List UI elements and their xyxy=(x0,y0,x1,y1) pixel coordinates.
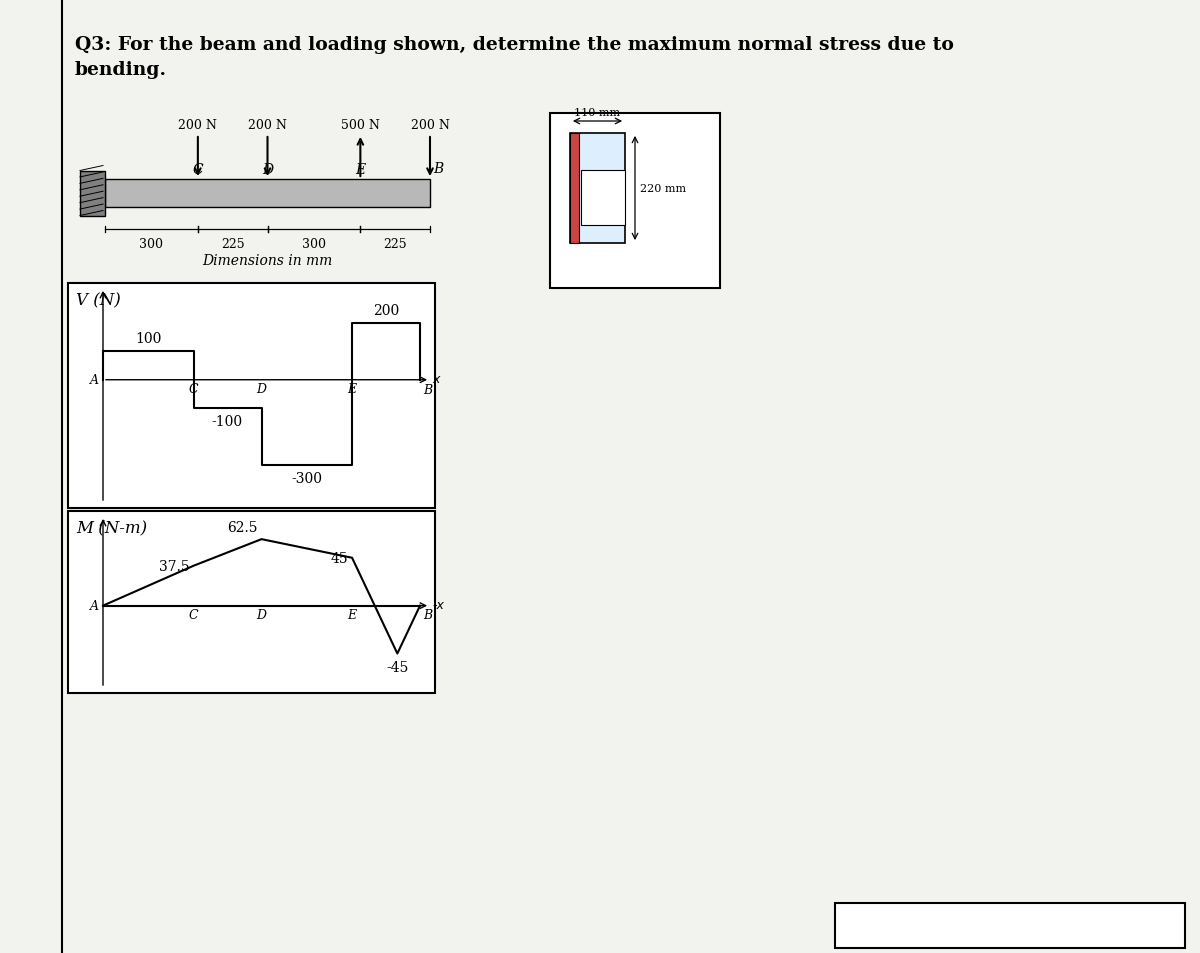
Text: 200 N: 200 N xyxy=(410,119,450,132)
Bar xyxy=(550,113,720,289)
Bar xyxy=(68,284,436,509)
Text: 200 N: 200 N xyxy=(248,119,287,132)
Text: 45: 45 xyxy=(330,551,348,565)
Text: C: C xyxy=(188,608,198,621)
Text: 300: 300 xyxy=(139,237,163,251)
Bar xyxy=(68,512,436,693)
Text: 220 mm: 220 mm xyxy=(640,184,686,193)
Text: -100: -100 xyxy=(212,415,242,429)
Text: 225: 225 xyxy=(221,237,245,251)
Text: D: D xyxy=(257,382,266,395)
Bar xyxy=(106,180,430,208)
Text: 62.5: 62.5 xyxy=(227,520,258,535)
Text: 37.5: 37.5 xyxy=(158,559,190,573)
Text: B: B xyxy=(424,608,432,621)
Text: D: D xyxy=(262,163,274,177)
Text: -300: -300 xyxy=(292,472,323,486)
Text: Q3: For the beam and loading shown, determine the maximum normal stress due to: Q3: For the beam and loading shown, dete… xyxy=(74,36,954,54)
Text: x: x xyxy=(432,373,439,386)
Bar xyxy=(570,133,625,244)
Text: E: E xyxy=(355,163,366,177)
Text: B: B xyxy=(433,162,443,175)
Bar xyxy=(80,172,106,216)
Text: 200: 200 xyxy=(373,303,400,317)
Text: A: A xyxy=(90,599,98,613)
Text: 110 mm: 110 mm xyxy=(575,108,620,118)
Text: B: B xyxy=(424,383,432,396)
Text: E: E xyxy=(348,608,356,621)
Bar xyxy=(570,133,580,244)
Text: 225: 225 xyxy=(383,237,407,251)
Text: C: C xyxy=(192,163,203,177)
Text: E: E xyxy=(348,382,356,395)
Text: Dimensions in mm: Dimensions in mm xyxy=(203,253,332,268)
Text: 100: 100 xyxy=(136,332,162,346)
Text: A: A xyxy=(90,374,98,387)
Text: -x: -x xyxy=(432,598,444,612)
Text: bending.: bending. xyxy=(74,61,167,79)
Text: A: A xyxy=(90,187,100,201)
Text: 500 N: 500 N xyxy=(341,119,379,132)
Text: C: C xyxy=(188,382,198,395)
Text: D: D xyxy=(257,608,266,621)
Text: 200 N: 200 N xyxy=(179,119,217,132)
Text: V (N): V (N) xyxy=(76,292,121,309)
Bar xyxy=(835,903,1186,948)
Text: -45: -45 xyxy=(386,659,408,674)
Bar xyxy=(581,171,625,226)
Text: M (N-m): M (N-m) xyxy=(76,519,148,537)
Text: 300: 300 xyxy=(302,237,326,251)
